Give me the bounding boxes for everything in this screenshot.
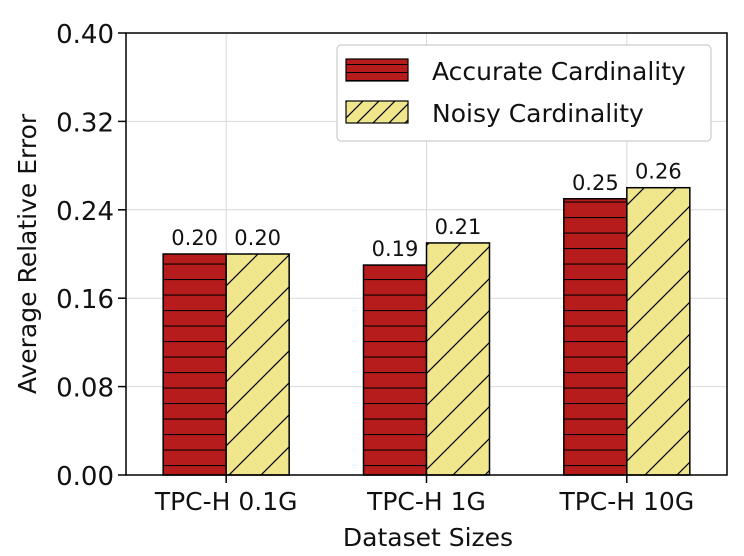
bar-noisy — [225, 253, 290, 476]
bar-noisy — [626, 186, 691, 476]
data-label: 0.21 — [435, 215, 482, 239]
bar-accurate — [162, 253, 227, 476]
y-tick-label: 0.08 — [56, 374, 114, 404]
bars-group — [162, 186, 691, 476]
legend-swatch-noisy — [345, 100, 409, 124]
y-tick-label: 0.00 — [56, 462, 114, 492]
legend-swatch-accurate — [345, 58, 409, 82]
x-axis-ticks: TPC-H 0.1G TPC-H 1G TPC-H 10G — [154, 475, 694, 516]
data-label: 0.25 — [572, 171, 619, 195]
data-label: 0.20 — [234, 226, 281, 250]
bar-accurate — [563, 198, 628, 476]
y-axis-title: Average Relative Error — [13, 113, 42, 394]
data-label: 0.19 — [372, 237, 419, 261]
data-label: 0.20 — [171, 226, 218, 250]
y-tick-label: 0.24 — [56, 197, 114, 227]
y-axis-ticks: 0.00 0.08 0.16 0.24 0.32 0.40 — [56, 20, 126, 492]
x-tick-label: TPC-H 0.1G — [154, 487, 298, 516]
y-tick-label: 0.40 — [56, 20, 114, 50]
y-tick-label: 0.16 — [56, 285, 114, 315]
legend-label-accurate: Accurate Cardinality — [432, 57, 686, 86]
x-axis-title: Dataset Sizes — [343, 523, 513, 552]
y-tick-label: 0.32 — [56, 108, 114, 138]
legend-box — [336, 44, 712, 142]
data-labels-group: 0.20 0.20 0.19 0.21 0.25 0.26 — [171, 160, 681, 261]
x-tick-label: TPC-H 1G — [366, 487, 486, 516]
x-tick-label: TPC-H 10G — [558, 487, 694, 516]
legend: Accurate Cardinality Noisy Cardinality — [336, 44, 712, 142]
legend-label-noisy: Noisy Cardinality — [432, 99, 644, 128]
data-label: 0.26 — [635, 160, 682, 184]
bar-accurate — [362, 264, 428, 476]
bar-noisy — [425, 242, 491, 476]
